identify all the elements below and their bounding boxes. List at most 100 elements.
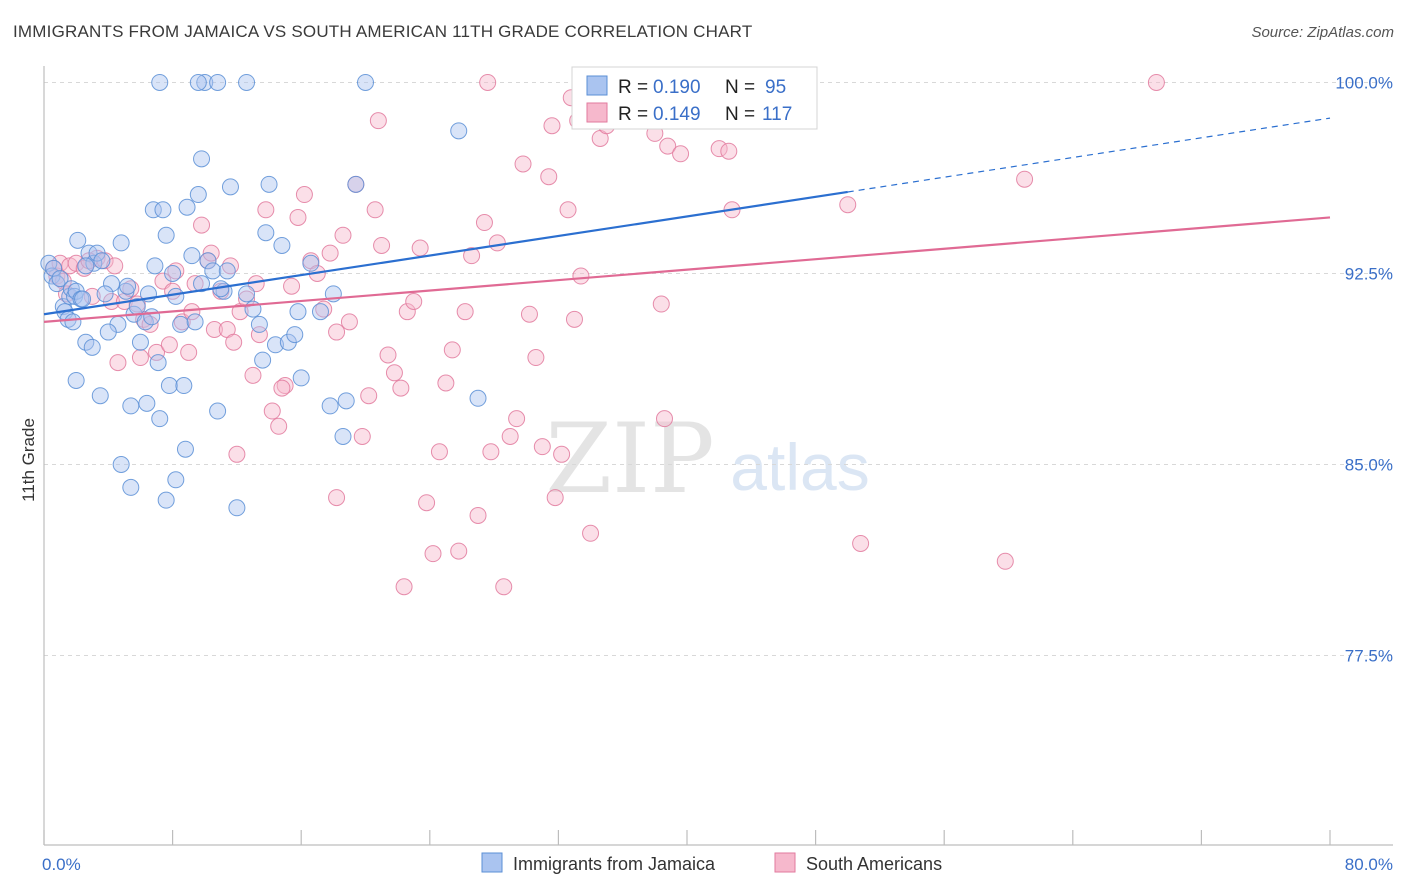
gridlines bbox=[44, 81, 1393, 657]
point-jamaica bbox=[164, 264, 182, 282]
legend-n-value-1: 95 bbox=[765, 77, 786, 98]
source-credit: Source: ZipAtlas.com bbox=[1251, 24, 1394, 41]
point-jamaica bbox=[469, 389, 487, 407]
point-south-americans bbox=[582, 524, 600, 542]
point-south-americans bbox=[488, 234, 506, 252]
point-south-americans bbox=[263, 402, 281, 420]
point-jamaica bbox=[151, 410, 169, 428]
point-jamaica bbox=[347, 175, 365, 193]
point-south-americans bbox=[437, 374, 455, 392]
point-jamaica bbox=[67, 371, 85, 389]
point-south-americans bbox=[430, 443, 448, 461]
point-south-americans bbox=[443, 341, 461, 359]
point-jamaica bbox=[189, 73, 207, 91]
point-south-americans bbox=[495, 578, 513, 596]
point-south-americans bbox=[411, 239, 429, 257]
point-jamaica bbox=[193, 150, 211, 168]
point-south-americans bbox=[244, 366, 262, 384]
point-south-americans bbox=[83, 287, 101, 305]
x-tick-label-max: 80.0% bbox=[1345, 855, 1393, 874]
axes bbox=[43, 66, 1393, 846]
point-jamaica bbox=[154, 201, 172, 219]
point-jamaica bbox=[254, 351, 272, 369]
point-south-americans bbox=[283, 277, 301, 295]
point-jamaica bbox=[77, 257, 95, 275]
point-jamaica bbox=[311, 303, 329, 321]
point-jamaica bbox=[450, 122, 468, 140]
point-south-americans bbox=[418, 494, 436, 512]
point-south-americans bbox=[340, 313, 358, 331]
point-south-americans bbox=[315, 300, 333, 318]
point-jamaica bbox=[183, 247, 201, 265]
point-jamaica bbox=[112, 456, 130, 473]
point-jamaica bbox=[149, 354, 167, 372]
point-south-americans bbox=[520, 305, 538, 323]
point-jamaica bbox=[160, 377, 178, 395]
point-jamaica bbox=[64, 313, 82, 331]
legend-n-label-1: N = bbox=[725, 77, 755, 98]
point-south-americans bbox=[720, 142, 738, 160]
point-south-americans bbox=[373, 236, 391, 254]
chart-title: IMMIGRANTS FROM JAMAICA VS SOUTH AMERICA… bbox=[13, 22, 753, 41]
point-south-americans bbox=[328, 323, 346, 341]
point-south-americans bbox=[369, 112, 387, 130]
legend-bottom-label-jamaica: Immigrants from Jamaica bbox=[513, 854, 716, 874]
watermark-zip: ZIP bbox=[545, 403, 714, 515]
point-jamaica bbox=[238, 73, 256, 91]
point-south-americans bbox=[456, 303, 474, 321]
point-jamaica bbox=[334, 427, 352, 445]
legend-r-value-1: 0.190 bbox=[653, 77, 701, 98]
point-south-americans bbox=[321, 244, 339, 262]
point-jamaica bbox=[157, 226, 175, 244]
point-south-americans bbox=[183, 303, 201, 321]
legend-bottom-swatch-jamaica bbox=[481, 852, 503, 873]
point-jamaica bbox=[238, 285, 256, 303]
point-south-americans bbox=[463, 247, 481, 265]
point-jamaica bbox=[167, 287, 185, 305]
point-jamaica bbox=[186, 313, 204, 331]
y-tick-labels: 77.5% 85.0% 92.5% 100.0% bbox=[1335, 73, 1393, 665]
point-south-americans bbox=[392, 379, 410, 397]
point-south-americans bbox=[193, 216, 211, 234]
point-south-americans bbox=[540, 168, 558, 186]
point-south-americans bbox=[334, 226, 352, 244]
point-jamaica bbox=[69, 231, 87, 249]
point-jamaica bbox=[292, 369, 310, 387]
point-south-americans bbox=[996, 552, 1014, 570]
point-south-americans bbox=[652, 295, 670, 313]
point-south-americans bbox=[479, 73, 497, 91]
point-south-americans bbox=[228, 445, 246, 463]
point-south-americans bbox=[398, 303, 416, 321]
point-south-americans bbox=[131, 349, 149, 367]
point-south-americans bbox=[655, 410, 673, 428]
point-jamaica bbox=[144, 201, 162, 219]
point-south-americans bbox=[553, 445, 571, 463]
point-jamaica bbox=[193, 275, 211, 293]
point-south-americans bbox=[360, 387, 378, 405]
point-south-americans bbox=[482, 443, 500, 461]
point-jamaica bbox=[209, 73, 227, 91]
point-jamaica bbox=[122, 478, 140, 496]
point-jamaica bbox=[74, 290, 92, 308]
series-jamaica bbox=[40, 73, 487, 517]
legend-r-value-2: 0.149 bbox=[653, 104, 701, 125]
point-jamaica bbox=[204, 262, 222, 280]
point-south-americans bbox=[559, 201, 577, 219]
point-south-americans bbox=[122, 280, 140, 298]
legend-r-label-2: R = bbox=[618, 104, 648, 125]
point-jamaica bbox=[199, 252, 217, 270]
point-south-americans bbox=[225, 333, 243, 351]
y-tick-label: 77.5% bbox=[1345, 647, 1393, 666]
point-jamaica bbox=[257, 224, 275, 242]
point-south-americans bbox=[160, 336, 178, 354]
y-tick-label: 85.0% bbox=[1345, 456, 1393, 475]
legend-r-label-1: R = bbox=[618, 77, 648, 98]
point-jamaica bbox=[96, 285, 114, 303]
point-south-americans bbox=[205, 321, 223, 339]
point-jamaica bbox=[302, 254, 320, 272]
point-south-americans bbox=[572, 267, 590, 285]
point-south-americans bbox=[672, 145, 690, 163]
point-south-americans bbox=[501, 427, 519, 445]
point-jamaica bbox=[289, 303, 307, 321]
watermark-atlas: atlas bbox=[730, 430, 869, 504]
